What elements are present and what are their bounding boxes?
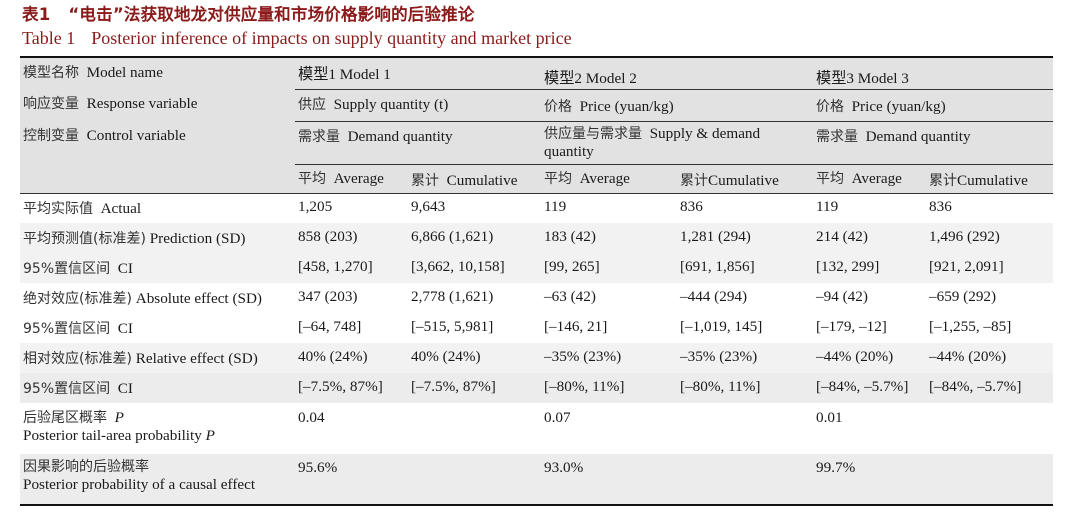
caption-zh: 表1 “电击”法获取地龙对供应量和市场价格影响的后验推论	[22, 3, 572, 27]
cell-value: –44% (20%)	[813, 343, 926, 373]
row-label: 95%置信区间 CI	[20, 373, 295, 403]
header-row-aggregation: 平均 Average 累计 Cumulative 平均 Average 累计Cu…	[20, 163, 1053, 194]
model3-control: 需求量 Demand quantity	[813, 120, 1053, 164]
table-row-causal-probability: 因果影响的后验概率 Posterior probability of a cau…	[20, 454, 1053, 506]
cell-value: –35% (23%)	[541, 343, 677, 373]
cell-value: –444 (294)	[677, 283, 813, 313]
cell-value: 836	[677, 193, 813, 223]
cell-value: [132, 299]	[813, 253, 926, 283]
row-label: 95%置信区间 CI	[20, 313, 295, 343]
model1-average-header: 平均 Average	[295, 163, 408, 194]
header-row-response: 响应变量 Response variable 供应 Supply quantit…	[20, 88, 1053, 121]
model3-average-header: 平均 Average	[813, 163, 926, 194]
cell-value: –94 (42)	[813, 283, 926, 313]
model1-cumulative-header: 累计 Cumulative	[408, 163, 541, 194]
model1-name: 模型1 Model 1	[295, 56, 541, 89]
cell-value: –35% (23%)	[677, 343, 813, 373]
cell-value: 119	[541, 193, 677, 223]
model3-cumulative-header: 累计Cumulative	[926, 163, 1053, 194]
cell-value: –44% (20%)	[926, 343, 1053, 373]
header-row-control: 控制变量 Control variable 需求量 Demand quantit…	[20, 120, 1053, 164]
cell-value: 2,778 (1,621)	[408, 283, 541, 313]
cell-value: 9,643	[408, 193, 541, 223]
cell-value: [–7.5%, 87%]	[408, 373, 541, 403]
cell-value: [–1,255, –85]	[926, 313, 1053, 343]
model1-control: 需求量 Demand quantity	[295, 120, 541, 164]
row-label: 后验尾区概率 P Posterior tail-area probability…	[20, 403, 295, 454]
cell-value: 1,496 (292)	[926, 223, 1053, 253]
row-label: 平均预测值(标准差) Prediction (SD)	[20, 223, 295, 253]
cell-value: 1,205	[295, 193, 408, 223]
table-row-prediction-ci: 95%置信区间 CI [458, 1,270] [3,662, 10,158] …	[20, 253, 1053, 283]
cell-value: [–80%, 11%]	[541, 373, 677, 403]
row-label: 相对效应(标准差) Relative effect (SD)	[20, 343, 295, 373]
caption-en-title: Posterior inference of impacts on supply…	[91, 28, 572, 48]
cell-value: 6,866 (1,621)	[408, 223, 541, 253]
header-label-response: 响应变量 Response variable	[20, 89, 295, 121]
cell-value: 40% (24%)	[408, 343, 541, 373]
row-label: 平均实际值 Actual	[20, 193, 295, 223]
caption-en-number: Table 1	[22, 28, 76, 48]
model3-tail-probability: 0.01	[813, 403, 1053, 454]
header-row-model-name: 模型名称 Model name 模型1 Model 1 模型2 Model 2 …	[20, 56, 1053, 89]
caption-zh-title: “电击”法获取地龙对供应量和市场价格影响的后验推论	[68, 5, 475, 24]
table-row-absolute-ci: 95%置信区间 CI [–64, 748] [–515, 5,981] [–14…	[20, 313, 1053, 343]
header-label-control: 控制变量 Control variable	[20, 121, 295, 164]
model2-control: 供应量与需求量 Supply & demand quantity	[541, 120, 813, 164]
table-caption: 表1 “电击”法获取地龙对供应量和市场价格影响的后验推论 Table 1 Poste…	[22, 3, 572, 49]
cell-value: [–84%, –5.7%]	[926, 373, 1053, 403]
cell-value: 836	[926, 193, 1053, 223]
model3-name: 模型3 Model 3	[813, 56, 1053, 89]
cell-value: [–179, –12]	[813, 313, 926, 343]
cell-value: 347 (203)	[295, 283, 408, 313]
header-label-empty	[20, 164, 295, 194]
model2-tail-probability: 0.07	[541, 403, 813, 454]
model1-response: 供应 Supply quantity (t)	[295, 88, 541, 121]
table-row-absolute-effect: 绝对效应(标准差) Absolute effect (SD) 347 (203)…	[20, 283, 1053, 313]
model2-causal-probability: 93.0%	[541, 454, 813, 506]
cell-value: 858 (203)	[295, 223, 408, 253]
model2-average-header: 平均 Average	[541, 163, 677, 194]
table-row-prediction: 平均预测值(标准差) Prediction (SD) 858 (203) 6,8…	[20, 223, 1053, 253]
cell-value: 183 (42)	[541, 223, 677, 253]
table-row-relative-effect: 相对效应(标准差) Relative effect (SD) 40% (24%)…	[20, 343, 1053, 373]
cell-value: [–7.5%, 87%]	[295, 373, 408, 403]
row-label: 因果影响的后验概率 Posterior probability of a cau…	[20, 454, 295, 506]
cell-value: [–80%, 11%]	[677, 373, 813, 403]
model2-response: 价格 Price (yuan/kg)	[541, 88, 813, 121]
cell-value: [–515, 5,981]	[408, 313, 541, 343]
cell-value: –659 (292)	[926, 283, 1053, 313]
model2-name: 模型2 Model 2	[541, 56, 813, 89]
cell-value: 119	[813, 193, 926, 223]
cell-value: [–1,019, 145]	[677, 313, 813, 343]
model3-causal-probability: 99.7%	[813, 454, 1053, 506]
cell-value: [–146, 21]	[541, 313, 677, 343]
cell-value: [–64, 748]	[295, 313, 408, 343]
cell-value: [691, 1,856]	[677, 253, 813, 283]
model2-cumulative-header: 累计Cumulative	[677, 163, 813, 194]
cell-value: [3,662, 10,158]	[408, 253, 541, 283]
cell-value: [921, 2,091]	[926, 253, 1053, 283]
row-label: 95%置信区间 CI	[20, 253, 295, 283]
table-row-actual: 平均实际值 Actual 1,205 9,643 119 836 119 836	[20, 193, 1053, 223]
table-row-tail-probability: 后验尾区概率 P Posterior tail-area probability…	[20, 403, 1053, 454]
caption-zh-number: 表1	[22, 5, 51, 24]
cell-value: 40% (24%)	[295, 343, 408, 373]
model3-response: 价格 Price (yuan/kg)	[813, 88, 1053, 121]
header-label-model-name: 模型名称 Model name	[20, 56, 295, 89]
model1-causal-probability: 95.6%	[295, 454, 541, 506]
cell-value: [–84%, –5.7%]	[813, 373, 926, 403]
cell-value: [99, 265]	[541, 253, 677, 283]
row-label: 绝对效应(标准差) Absolute effect (SD)	[20, 283, 295, 313]
model1-tail-probability: 0.04	[295, 403, 541, 454]
cell-value: 1,281 (294)	[677, 223, 813, 253]
table-row-relative-ci: 95%置信区间 CI [–7.5%, 87%] [–7.5%, 87%] [–8…	[20, 373, 1053, 403]
cell-value: –63 (42)	[541, 283, 677, 313]
cell-value: [458, 1,270]	[295, 253, 408, 283]
results-table: 模型名称 Model name 模型1 Model 1 模型2 Model 2 …	[20, 56, 1053, 506]
caption-en: Table 1 Posterior inference of impacts on…	[22, 27, 572, 49]
cell-value: 214 (42)	[813, 223, 926, 253]
